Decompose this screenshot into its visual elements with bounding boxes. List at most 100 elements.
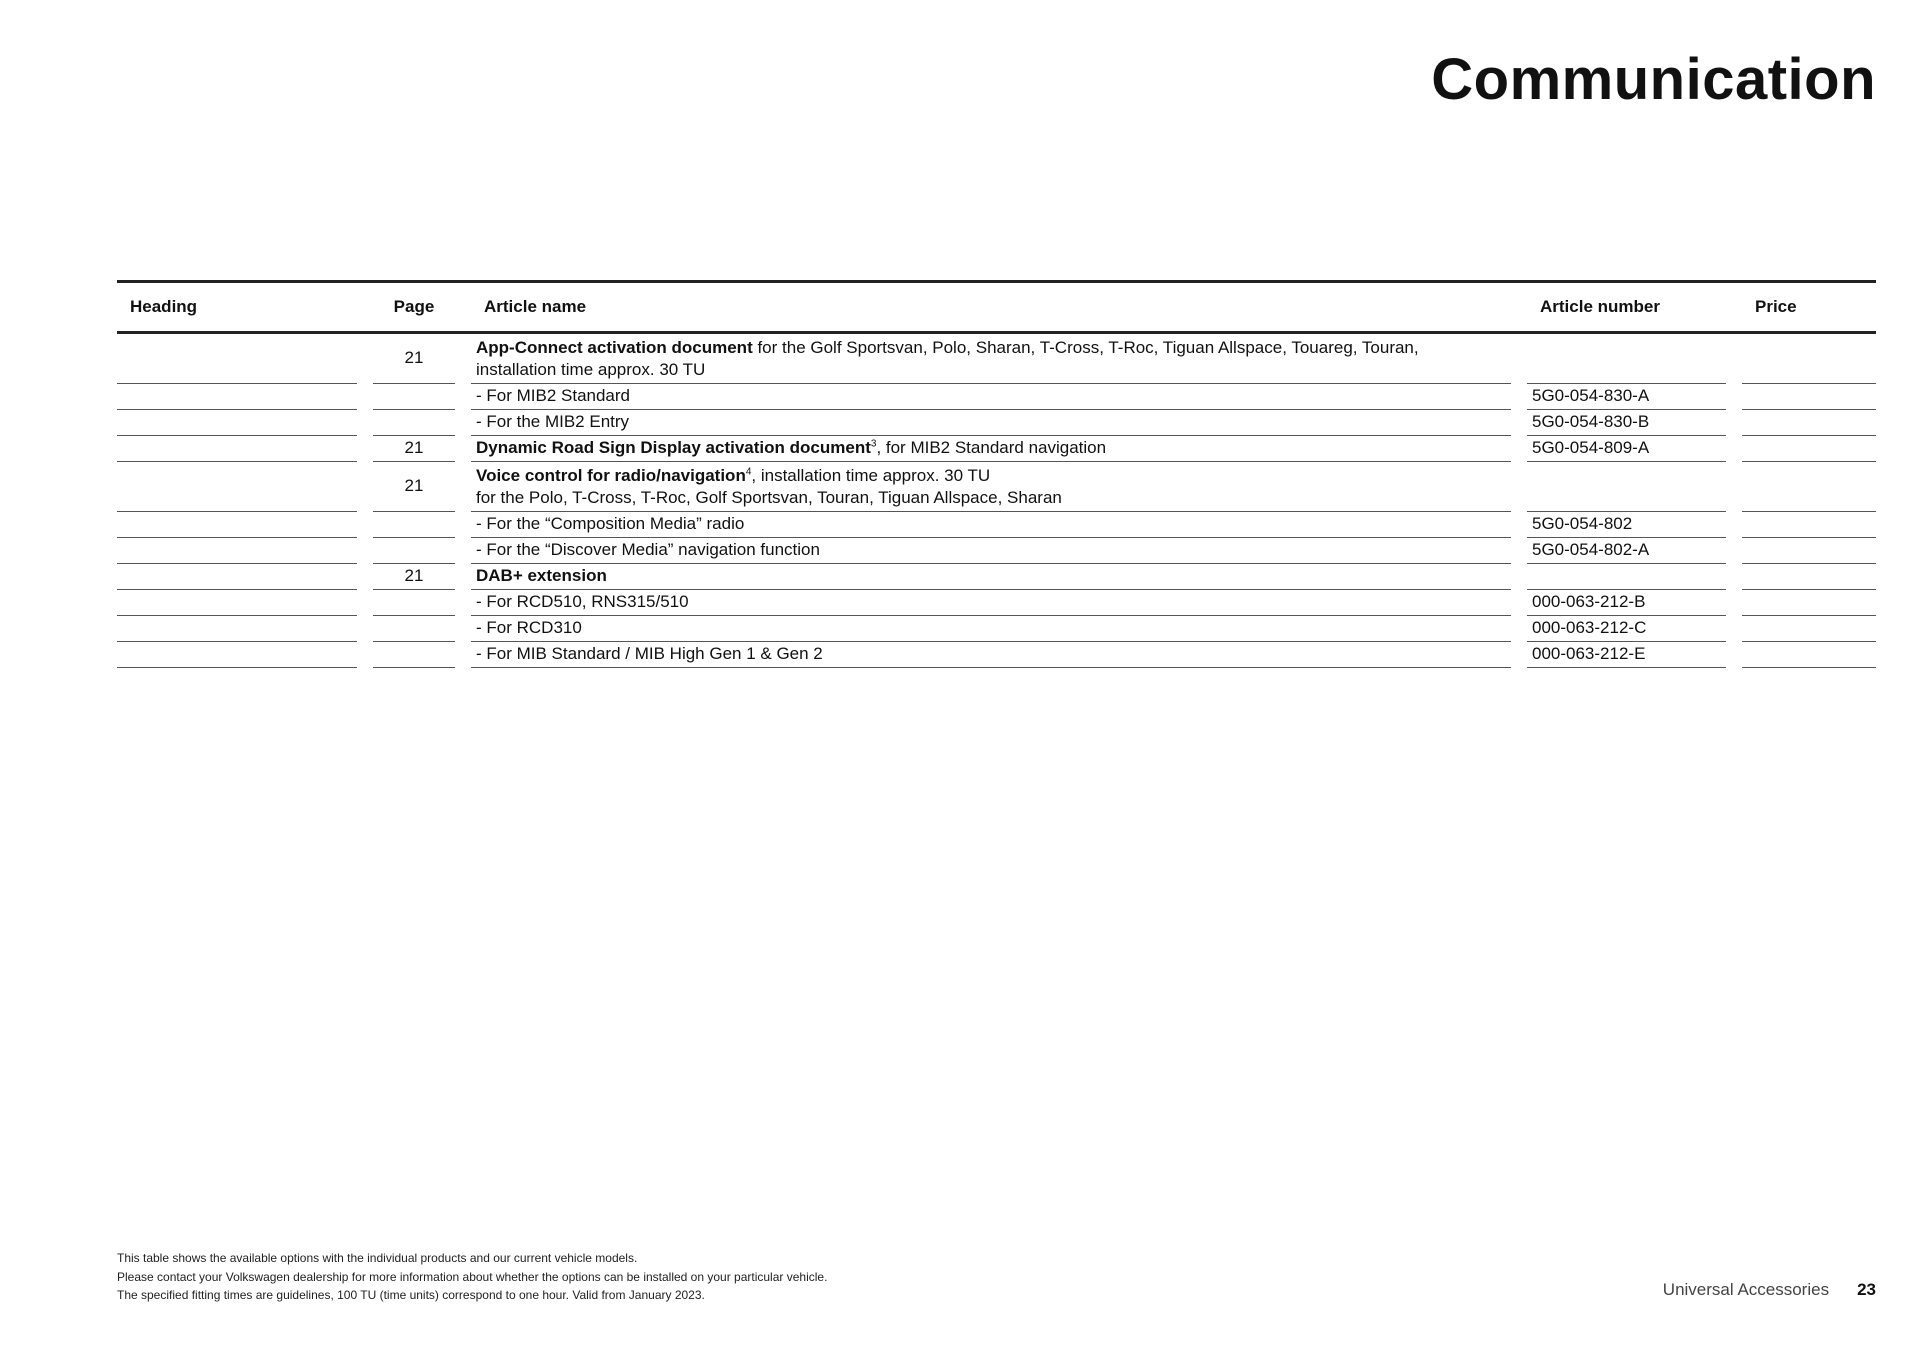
article-description: for the Golf Sportsvan, Polo, Sharan, T-… — [752, 338, 1419, 357]
article-number-cell: 5G0-054-802 — [1527, 512, 1726, 538]
price-cell — [1742, 334, 1876, 384]
section-name: Universal Accessories — [1662, 1280, 1830, 1299]
article-name-cell: Voice control for radio/navigation4, ins… — [471, 462, 1511, 512]
page-cell — [373, 538, 455, 564]
article-name-line2: for the Polo, T-Cross, T-Roc, Golf Sport… — [476, 488, 1062, 507]
table-header: Heading Page Article name Article number… — [117, 283, 1876, 334]
article-name-line: DAB+ extension — [476, 565, 607, 587]
heading-cell — [117, 436, 357, 462]
page-cell — [373, 410, 455, 436]
article-number-cell — [1527, 462, 1726, 512]
page-cell — [373, 512, 455, 538]
article-title: App-Connect activation document — [476, 338, 753, 357]
article-name-cell: - For the MIB2 Entry — [471, 410, 1511, 436]
article-name-line: - For the “Composition Media” radio — [476, 513, 744, 535]
price-cell — [1742, 512, 1876, 538]
article-name-cell: - For MIB Standard / MIB High Gen 1 & Ge… — [471, 642, 1511, 668]
page-cell: 21 — [373, 462, 455, 512]
article-name-cell: - For RCD510, RNS315/510 — [471, 590, 1511, 616]
article-name-cell: - For the “Discover Media” navigation fu… — [471, 538, 1511, 564]
price-cell — [1742, 462, 1876, 512]
article-name-line2: installation time approx. 30 TU — [476, 360, 706, 379]
heading-cell — [117, 642, 357, 668]
article-number-cell: 5G0-054-830-A — [1527, 384, 1726, 410]
article-description: - For the “Composition Media” radio — [476, 514, 745, 533]
article-number-cell: 5G0-054-802-A — [1527, 538, 1726, 564]
article-name-line: - For MIB2 Standard — [476, 385, 630, 407]
article-name-cell: - For MIB2 Standard — [471, 384, 1511, 410]
price-cell — [1742, 436, 1876, 462]
header-heading: Heading — [130, 297, 198, 316]
article-description: - For MIB2 Standard — [476, 386, 631, 405]
article-name-line: - For RCD310 — [476, 617, 582, 639]
article-name-line: Dynamic Road Sign Display activation doc… — [476, 437, 1106, 459]
article-name-line: App-Connect activation document for the … — [476, 337, 1419, 359]
article-name-cell: Dynamic Road Sign Display activation doc… — [471, 436, 1511, 462]
heading-cell — [117, 334, 357, 384]
page-cell: 21 — [373, 436, 455, 462]
table-row: - For RCD310 000-063-212-C — [117, 616, 1876, 642]
heading-cell — [117, 410, 357, 436]
footnotes: This table shows the available options w… — [117, 1249, 827, 1305]
header-price: Price — [1755, 297, 1797, 316]
article-number-cell — [1527, 334, 1726, 384]
footnote-ref: 4 — [745, 466, 752, 478]
table-row: - For MIB Standard / MIB High Gen 1 & Ge… — [117, 642, 1876, 668]
heading-cell — [117, 462, 357, 512]
article-description: - For the “Discover Media” navigation fu… — [476, 540, 820, 559]
heading-cell — [117, 512, 357, 538]
page-footer: Universal Accessories 23 — [1663, 1280, 1876, 1300]
page-cell: 21 — [373, 334, 455, 384]
article-name-line: Voice control for radio/navigation4, ins… — [476, 465, 990, 487]
page-cell — [373, 590, 455, 616]
article-description: - For RCD510, RNS315/510 — [476, 592, 689, 611]
article-title: Dynamic Road Sign Display activation doc… — [476, 438, 871, 457]
price-cell — [1742, 616, 1876, 642]
table-row: - For the “Discover Media” navigation fu… — [117, 538, 1876, 564]
footnote: Please contact your Volkswagen dealershi… — [117, 1269, 828, 1284]
header-page: Page — [393, 297, 435, 316]
article-description: - For RCD310 — [476, 618, 582, 637]
footnote-ref: 3 — [870, 438, 877, 450]
footnote: This table shows the available options w… — [117, 1251, 638, 1265]
table-row: - For RCD510, RNS315/510 000-063-212-B — [117, 590, 1876, 616]
table-row: 21 App-Connect activation document for th… — [117, 334, 1876, 384]
article-name-cell: - For the “Composition Media” radio — [471, 512, 1511, 538]
article-name-line: - For RCD510, RNS315/510 — [476, 591, 689, 613]
article-name-line: - For the MIB2 Entry — [476, 411, 629, 433]
price-cell — [1742, 384, 1876, 410]
article-name-line: - For the “Discover Media” navigation fu… — [476, 539, 820, 561]
article-number-cell: 5G0-054-830-B — [1527, 410, 1726, 436]
article-number-cell: 5G0-054-809-A — [1527, 436, 1726, 462]
footnote: The specified fitting times are guidelin… — [117, 1288, 705, 1302]
table-row: - For MIB2 Standard 5G0-054-830-A — [117, 384, 1876, 410]
page-cell — [373, 616, 455, 642]
header-article-number: Article number — [1540, 297, 1660, 316]
page-title: Communication — [1431, 47, 1876, 112]
table-row: - For the MIB2 Entry 5G0-054-830-B — [117, 410, 1876, 436]
heading-cell — [117, 564, 357, 590]
table-row: 21 Voice control for radio/navigation4, i… — [117, 462, 1876, 512]
page-cell — [373, 384, 455, 410]
heading-cell — [117, 538, 357, 564]
heading-cell — [117, 590, 357, 616]
table-row: - For the “Composition Media” radio 5G0-0… — [117, 512, 1876, 538]
article-number-cell: 000-063-212-B — [1527, 590, 1726, 616]
article-description: - For the MIB2 Entry — [476, 412, 630, 431]
price-cell — [1742, 590, 1876, 616]
page-number: 23 — [1857, 1280, 1876, 1299]
article-description: , installation time approx. 30 TU — [751, 466, 991, 485]
article-name-cell: App-Connect activation document for the … — [471, 334, 1511, 384]
article-number-cell — [1527, 564, 1726, 590]
accessories-table: Heading Page Article name Article number… — [117, 280, 1876, 668]
heading-cell — [117, 384, 357, 410]
article-title: DAB+ extension — [476, 566, 607, 585]
page-cell: 21 — [373, 564, 455, 590]
table-row: 21 Dynamic Road Sign Display activation d… — [117, 436, 1876, 462]
article-description: , for MIB2 Standard navigation — [876, 438, 1107, 457]
article-name-cell: - For RCD310 — [471, 616, 1511, 642]
table-row: 21 DAB+ extension — [117, 564, 1876, 590]
heading-cell — [117, 616, 357, 642]
article-description: - For MIB Standard / MIB High Gen 1 & Ge… — [476, 644, 823, 663]
price-cell — [1742, 538, 1876, 564]
